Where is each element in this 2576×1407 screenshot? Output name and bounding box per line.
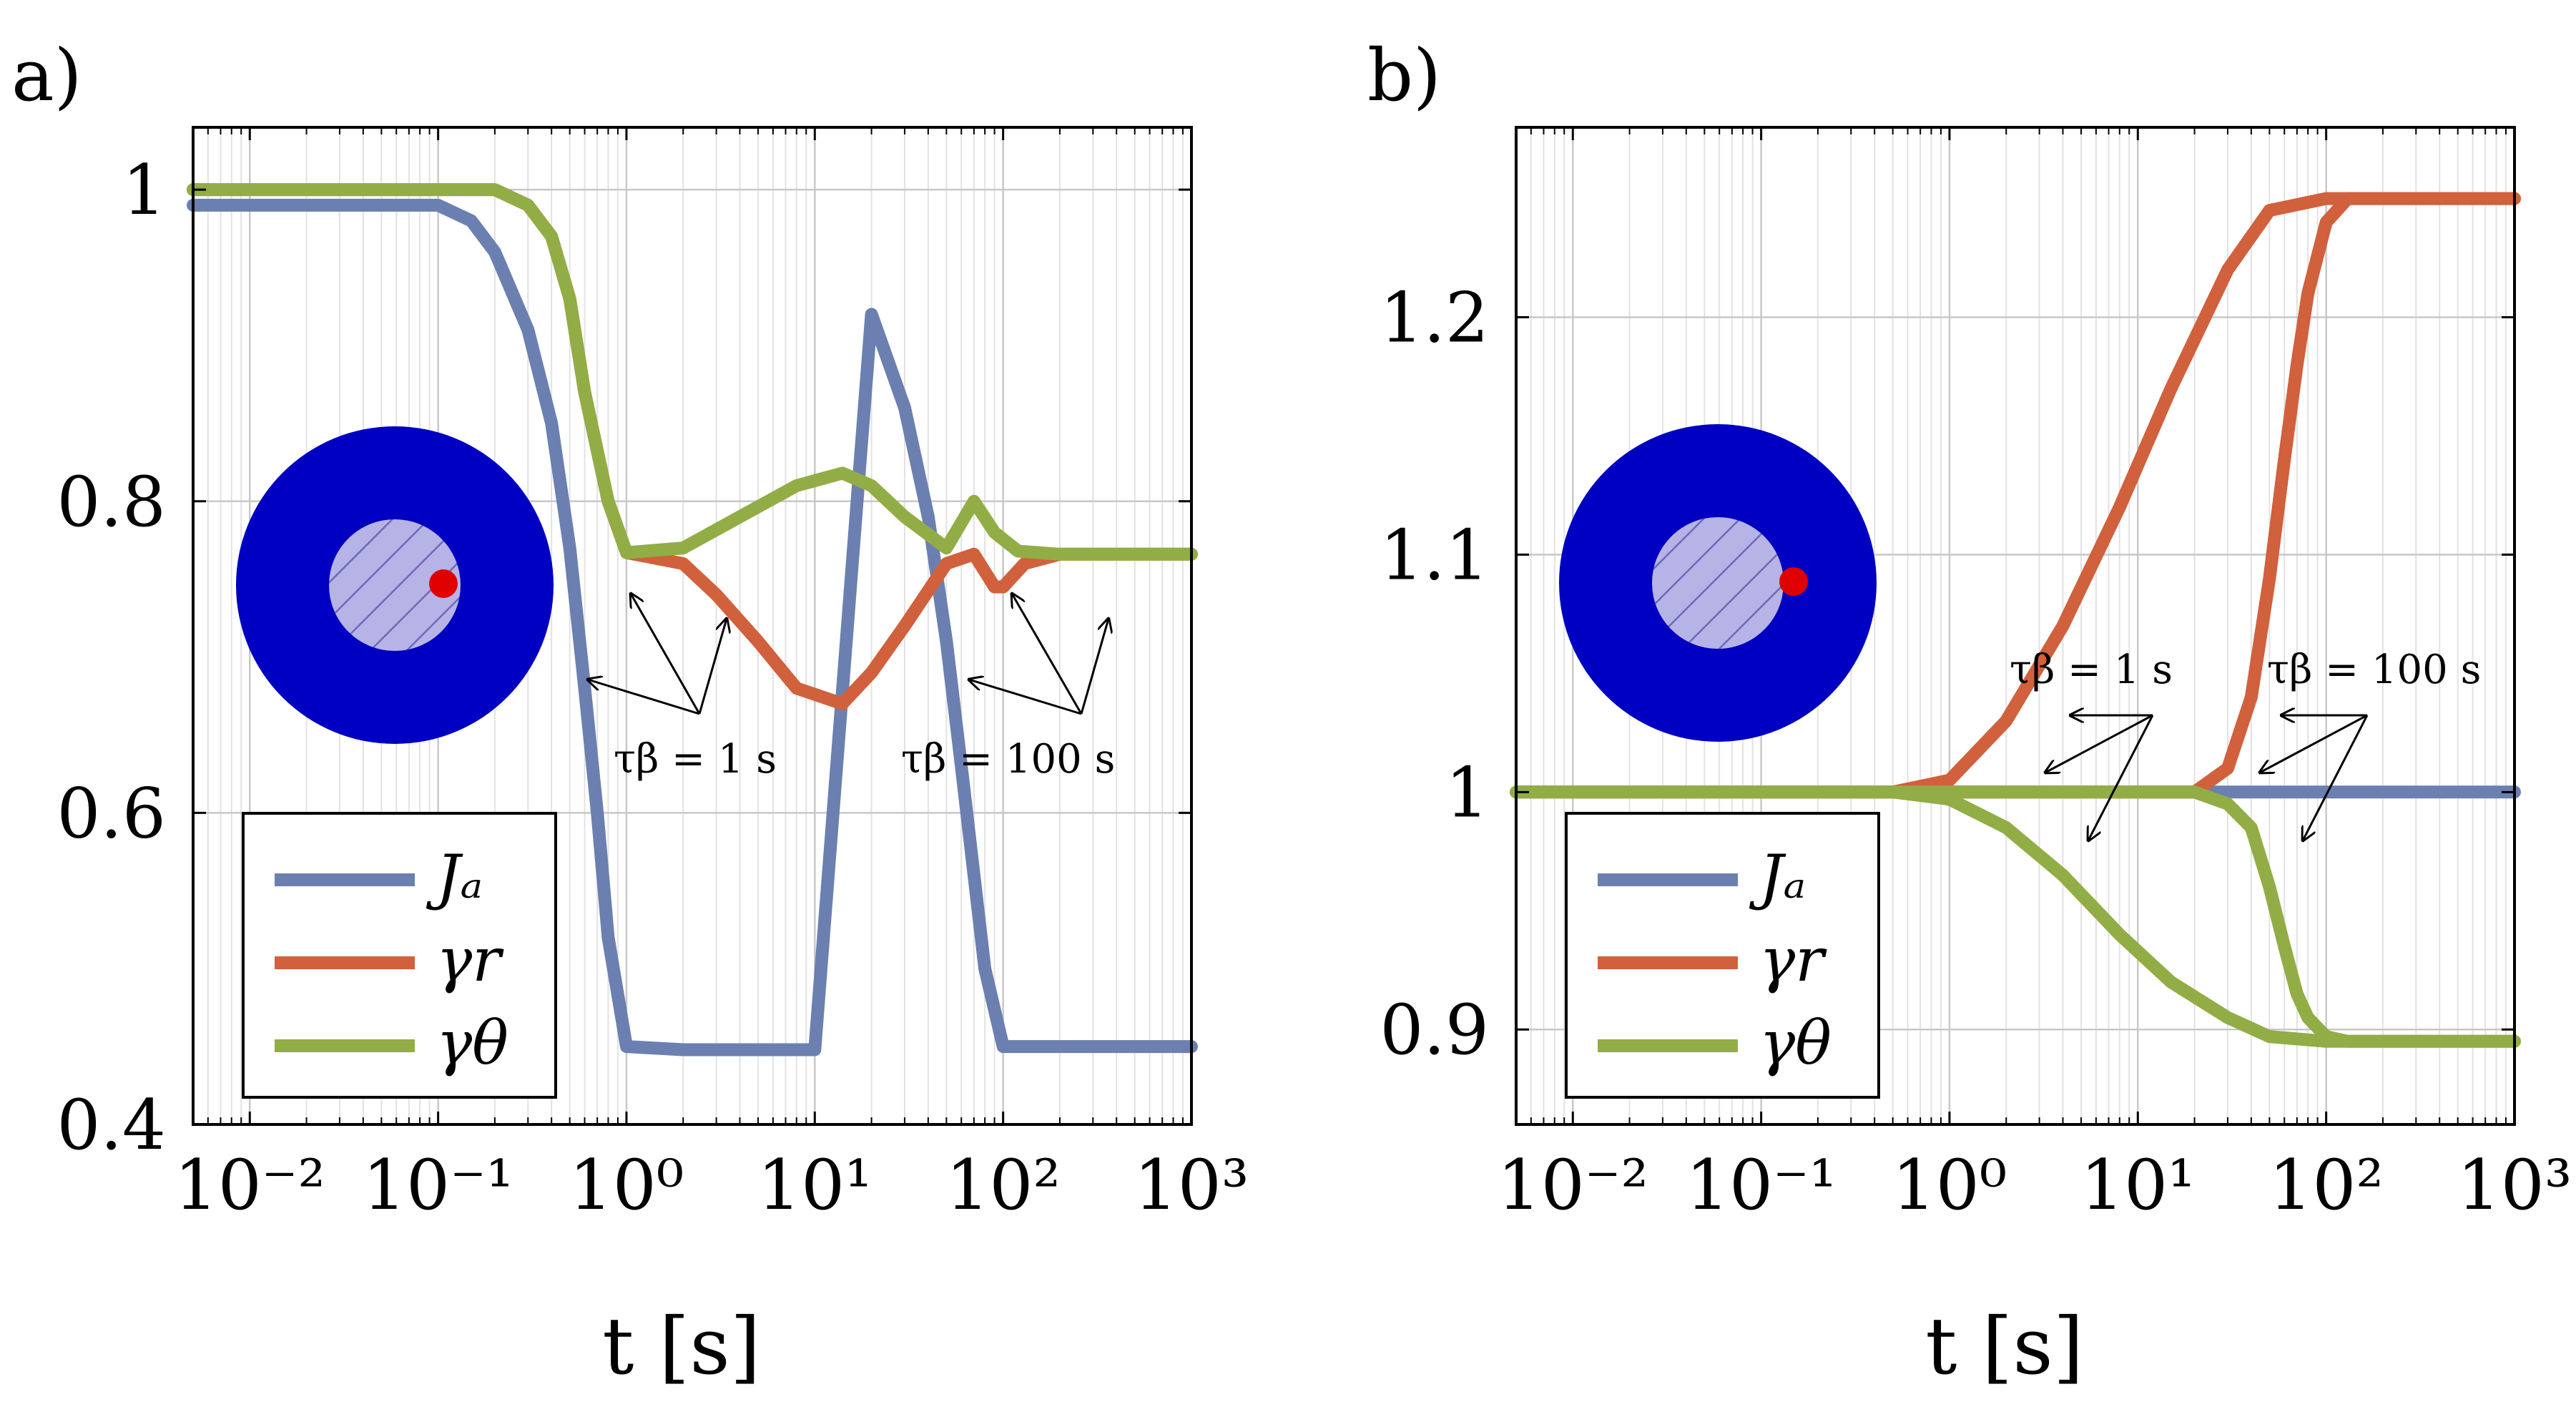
panel-a-ticks: 10⁻² 10⁻¹ 10⁰ 10¹ 10² 10³ 0.4 0.6 0.8 1 — [56, 127, 1249, 1225]
series-line-J-a — [187, 198, 1198, 1057]
panel-b-annotations: τβ = 1 s τβ = 100 s — [2010, 647, 2481, 840]
panel-a-cross-section — [236, 426, 554, 744]
x-tick-label: 10¹ — [2080, 1145, 2196, 1225]
series-line-gamma-theta-fast — [1886, 785, 2521, 1048]
panel-a-marker-dot-icon — [429, 569, 458, 598]
series-line-gamma-theta — [187, 183, 1198, 561]
panel-b-cross-section — [1559, 424, 1877, 742]
x-tick-label: 10⁰ — [1892, 1145, 2007, 1225]
x-tick-label: 10⁻² — [174, 1145, 325, 1225]
series-line-gamma-r-fast — [1886, 192, 2521, 799]
panel-b-ticks: 10⁻² 10⁻¹ 10⁰ 10¹ 10² 10³ 0.9 1 1.1 1.2 — [1380, 127, 2572, 1225]
panel-a-arrow-4 — [969, 680, 1082, 715]
panel-a-legend-label-gt: γθ — [436, 1008, 508, 1078]
x-tick-label: 10⁻¹ — [1686, 1145, 1837, 1225]
x-tick-label: 10³ — [2457, 1145, 2572, 1225]
panel-a-annotation-1: τβ = 1 s — [614, 736, 777, 783]
panel-b-arrow-3 — [2088, 715, 2154, 840]
panel-a-legend-label-gr: γr — [436, 925, 504, 995]
panel-b-legend-box — [1565, 812, 1880, 1099]
panel-b-legend-label-gr: γr — [1759, 925, 1827, 995]
panel-b-label: b) — [1367, 34, 1441, 117]
x-tick-label: 10⁻² — [1498, 1145, 1648, 1225]
panel-a-legend-box — [242, 812, 557, 1099]
x-tick-label: 10⁰ — [569, 1145, 684, 1225]
panel-b-marker-dot-icon — [1779, 567, 1808, 596]
y-tick-label: 1.1 — [1380, 515, 1489, 595]
panel-b-arrow-6 — [2303, 715, 2369, 840]
y-tick-label: 1.2 — [1380, 278, 1489, 358]
panel-a-series — [187, 183, 1198, 1057]
series-line-gamma-r-slow — [1510, 192, 2521, 799]
x-tick-label: 10¹ — [757, 1145, 872, 1225]
panel-a-legend: Jₐ γr γθ — [242, 812, 557, 1099]
panel-a-inner-core-icon — [329, 519, 461, 651]
panel-b-arrow-5 — [2260, 714, 2368, 773]
panel-a-annotations: τβ = 1 s τβ = 100 s — [588, 594, 1115, 783]
y-tick-label: 0.8 — [56, 462, 166, 542]
panel-b-annotation-1: τβ = 1 s — [2010, 647, 2173, 693]
panel-a-arrow-6 — [1080, 619, 1108, 715]
x-tick-label: 10³ — [1134, 1145, 1249, 1225]
panel-b-series — [1510, 192, 2521, 1048]
y-tick-label: 0.6 — [56, 773, 166, 853]
panel-b-xlabel: t [s] — [1925, 1300, 2083, 1392]
panel-a-arrow-5 — [1012, 594, 1083, 715]
series-line-gamma-theta-slow — [1510, 785, 2521, 1048]
x-tick-label: 10² — [2268, 1145, 2384, 1225]
panel-a-arrow-3 — [698, 619, 727, 715]
panel-b-frame — [1515, 126, 2516, 1126]
panel-b-annotation-2: τβ = 100 s — [2267, 647, 2481, 693]
x-tick-label: 10² — [945, 1145, 1061, 1225]
panel-a-xlabel: t [s] — [602, 1300, 760, 1392]
x-tick-label: 10⁻¹ — [363, 1145, 513, 1225]
panel-b-legend-label-gt: γθ — [1759, 1008, 1832, 1078]
y-tick-label: 0.9 — [1380, 990, 1489, 1070]
panel-b-arrow-2 — [2045, 714, 2153, 773]
panel-a-arrow-2 — [631, 594, 701, 715]
y-tick-label: 0.4 — [56, 1085, 166, 1165]
panel-a-frame — [192, 126, 1193, 1126]
panel-a-annotation-2: τβ = 100 s — [901, 736, 1115, 783]
panel-b-inner-core-icon — [1652, 517, 1784, 649]
y-tick-label: 1 — [122, 150, 166, 230]
y-tick-label: 1 — [1445, 752, 1489, 833]
panel-a-label: a) — [11, 34, 82, 117]
panel-a-arrow-1 — [588, 680, 700, 715]
panel-b-legend: Jₐ γr γθ — [1565, 812, 1880, 1099]
